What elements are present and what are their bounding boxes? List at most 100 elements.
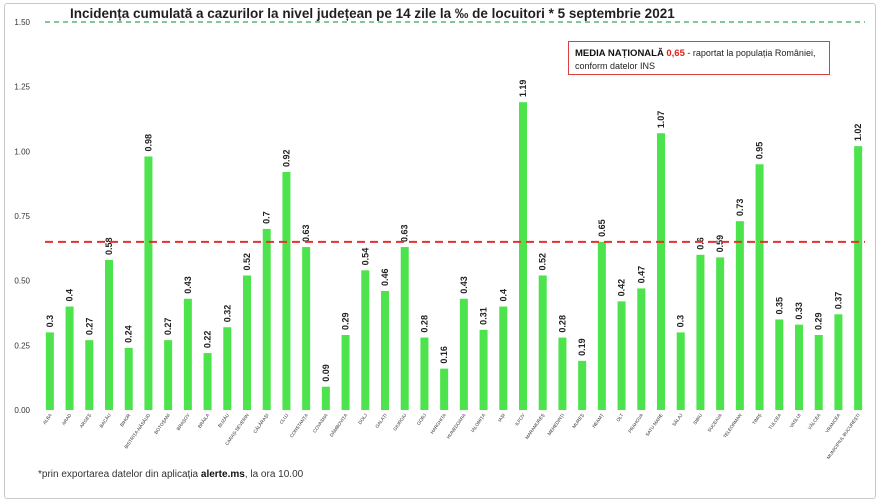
category-label: VASLUI bbox=[789, 413, 802, 429]
footnote-app: alerte.ms bbox=[200, 469, 245, 480]
bar bbox=[657, 133, 665, 410]
bar bbox=[144, 156, 153, 410]
footnote: *prin exportarea datelor din aplicația a… bbox=[38, 469, 303, 480]
data-label: 0.58 bbox=[104, 237, 114, 255]
footnote-suffix: , la ora 10.00 bbox=[244, 469, 304, 480]
data-label: 0.4 bbox=[65, 289, 75, 302]
category-label: ARAD bbox=[61, 412, 73, 426]
category-label: TIMIȘ bbox=[751, 413, 762, 426]
bar bbox=[558, 337, 567, 410]
data-label: 0.65 bbox=[597, 219, 607, 237]
category-label: CLUJ bbox=[279, 413, 290, 425]
bar bbox=[479, 329, 488, 410]
data-label: 0.43 bbox=[183, 276, 193, 294]
data-label: 0.46 bbox=[380, 268, 390, 286]
category-label: TELEORMAN bbox=[722, 413, 742, 439]
category-label: SATU MARE bbox=[645, 413, 664, 438]
data-label: 0.63 bbox=[301, 225, 311, 243]
bar bbox=[105, 259, 113, 410]
data-label: 1.07 bbox=[656, 111, 666, 129]
bar bbox=[381, 291, 389, 410]
bar bbox=[814, 334, 823, 410]
category-label: BIHOR bbox=[119, 412, 132, 427]
bar bbox=[45, 332, 54, 410]
category-label: BRĂILA bbox=[196, 411, 211, 429]
category-label: MEHEDINȚI bbox=[547, 413, 566, 437]
bar bbox=[735, 221, 744, 410]
data-label: 0.43 bbox=[459, 276, 469, 294]
data-label: 0.95 bbox=[755, 142, 765, 160]
bar bbox=[459, 298, 468, 410]
data-label: 0.09 bbox=[321, 364, 331, 382]
bar bbox=[755, 164, 764, 410]
bar bbox=[85, 340, 94, 410]
data-label: 1.02 bbox=[853, 124, 863, 142]
category-label: HARGHITA bbox=[429, 412, 447, 435]
category-label: SIBIU bbox=[692, 413, 703, 426]
bar bbox=[519, 102, 527, 410]
data-label: 0.3 bbox=[676, 315, 686, 328]
bar bbox=[243, 275, 251, 410]
bar bbox=[361, 270, 370, 410]
legend-text-line1: - raportat la populația României, bbox=[687, 48, 816, 58]
data-label: 1.19 bbox=[518, 80, 528, 98]
bar bbox=[538, 275, 547, 410]
data-label: 0.37 bbox=[833, 292, 843, 310]
bar bbox=[499, 306, 508, 410]
y-tick-label: 1.25 bbox=[14, 83, 30, 92]
data-label: 0.6 bbox=[695, 237, 705, 250]
data-label: 0.28 bbox=[419, 315, 429, 333]
bar bbox=[65, 306, 74, 410]
data-label: 0.29 bbox=[341, 312, 351, 330]
category-label: MARAMUREȘ bbox=[524, 413, 545, 440]
category-label: COVASNA bbox=[312, 412, 329, 434]
data-label: 0.73 bbox=[735, 199, 745, 217]
category-label: VRANCEA bbox=[824, 412, 841, 434]
bar bbox=[183, 298, 192, 410]
data-label: 0.52 bbox=[242, 253, 252, 271]
bar bbox=[223, 327, 232, 410]
data-label: 0.19 bbox=[577, 338, 587, 356]
data-label: 0.35 bbox=[774, 297, 784, 315]
data-label: 0.16 bbox=[439, 346, 449, 364]
category-label: ARGEȘ bbox=[79, 413, 92, 429]
category-label: GORJ bbox=[416, 413, 427, 426]
y-tick-label: 1.00 bbox=[14, 147, 30, 156]
category-label: ILFOV bbox=[514, 412, 526, 427]
category-label: PRAHOVA bbox=[627, 412, 644, 434]
bar bbox=[302, 247, 311, 410]
category-label: CONSTANȚA bbox=[289, 412, 310, 439]
bar bbox=[795, 324, 803, 410]
data-label: 0.4 bbox=[498, 289, 508, 302]
bar bbox=[676, 332, 685, 410]
category-label: IALOMIȚA bbox=[470, 412, 487, 433]
bar bbox=[775, 319, 784, 410]
category-label: TULCEA bbox=[768, 412, 783, 430]
category-label: ALBA bbox=[42, 412, 53, 425]
category-label: GALAȚI bbox=[374, 413, 387, 429]
bar bbox=[716, 257, 725, 410]
y-tick-label: 0.00 bbox=[14, 406, 30, 415]
y-tick-label: 1.50 bbox=[14, 18, 30, 27]
bar bbox=[578, 360, 587, 410]
category-label: SUCEAVA bbox=[707, 412, 724, 433]
legend-label: MEDIA NAȚIONALĂ bbox=[575, 48, 664, 59]
category-label: BOTOȘANI bbox=[153, 413, 171, 435]
category-label: BUZĂU bbox=[216, 412, 230, 428]
footnote-prefix: *prin exportarea datelor din aplicația bbox=[38, 469, 201, 480]
data-label: 0.52 bbox=[538, 253, 548, 271]
bar bbox=[617, 301, 626, 410]
category-label: HUNEDOARA bbox=[446, 412, 467, 440]
data-label: 0.31 bbox=[479, 307, 489, 325]
bar bbox=[854, 146, 863, 410]
data-label: 0.54 bbox=[360, 248, 370, 266]
category-label: MUREȘ bbox=[571, 413, 585, 429]
data-label: 0.28 bbox=[557, 315, 567, 333]
category-label: BRAȘOV bbox=[176, 412, 192, 431]
category-label: VÂLCEA bbox=[806, 411, 822, 430]
chart-title: Incidența cumulată a cazurilor la nivel … bbox=[70, 6, 675, 21]
category-label: GIURGIU bbox=[392, 413, 407, 432]
national-average-legend: MEDIA NAȚIONALĂ 0,65 - raportat la popul… bbox=[568, 41, 830, 75]
data-label: 0.63 bbox=[400, 225, 410, 243]
data-label: 0.27 bbox=[84, 318, 94, 336]
